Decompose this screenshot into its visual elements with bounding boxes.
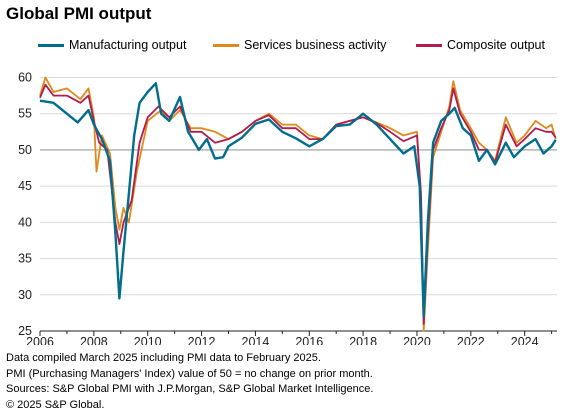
legend-swatch-services xyxy=(213,43,239,47)
footnote-copyright: © 2025 S&P Global. xyxy=(6,398,105,411)
legend-item-manufacturing: Manufacturing output xyxy=(38,37,186,53)
series-lines xyxy=(39,76,557,332)
footnotes: Data compiled March 2025 including PMI d… xyxy=(6,351,373,413)
y-tick-label: 50 xyxy=(18,143,32,157)
y-tick-label: 40 xyxy=(18,215,32,229)
legend-swatch-manufacturing xyxy=(38,43,64,47)
y-tick-label: 45 xyxy=(18,179,32,193)
x-tick-label: 2024 xyxy=(511,335,539,345)
chart-title: Global PMI output xyxy=(6,4,152,23)
legend-label-services: Services business activity xyxy=(244,38,387,52)
legend-item-composite: Composite output xyxy=(416,37,545,53)
legend-label-composite: Composite output xyxy=(447,38,545,52)
legend-swatch-composite xyxy=(416,43,442,47)
x-tick-label: 2016 xyxy=(295,335,323,345)
legend-label-manufacturing: Manufacturing output xyxy=(69,38,187,52)
x-tick-label: 2008 xyxy=(80,335,108,345)
y-tick-label: 25 xyxy=(18,324,32,338)
y-tick-label: 55 xyxy=(18,107,32,121)
series-line-services-business-activity xyxy=(39,76,557,332)
x-tick-label: 2018 xyxy=(349,335,377,345)
series-line-composite-output xyxy=(39,83,557,325)
x-tick-label: 2006 xyxy=(26,335,54,345)
legend: Manufacturing output Services business a… xyxy=(38,37,578,53)
axis-ticks: 25 30 35 40 45 50 55 60 2006 2008 2010 2012 2014 2016… xyxy=(18,70,557,345)
footnote-data-compiled: Data compiled March 2025 including PMI d… xyxy=(6,352,321,364)
x-tick-label: 2022 xyxy=(457,335,485,345)
x-tick-label: 2020 xyxy=(403,335,431,345)
y-tick-label: 60 xyxy=(18,70,32,84)
legend-item-services: Services business activity xyxy=(213,37,386,53)
x-tick-label: 2014 xyxy=(242,335,270,345)
footnote-pmi-definition: PMI (Purchasing Managers' Index) value o… xyxy=(6,367,373,380)
x-tick-label: 2010 xyxy=(134,335,162,345)
y-tick-label: 30 xyxy=(18,288,32,302)
y-tick-label: 35 xyxy=(18,252,32,266)
x-tick-label: 2012 xyxy=(188,335,216,345)
line-chart: 25 30 35 40 45 50 55 60 2006 2008 2010 2012 2014 2016… xyxy=(18,70,557,345)
series-line-manufacturing-output xyxy=(39,82,557,318)
grid-lines xyxy=(40,76,557,332)
footnote-sources: Sources: S&P Global PMI with J.P.Morgan,… xyxy=(6,383,374,395)
